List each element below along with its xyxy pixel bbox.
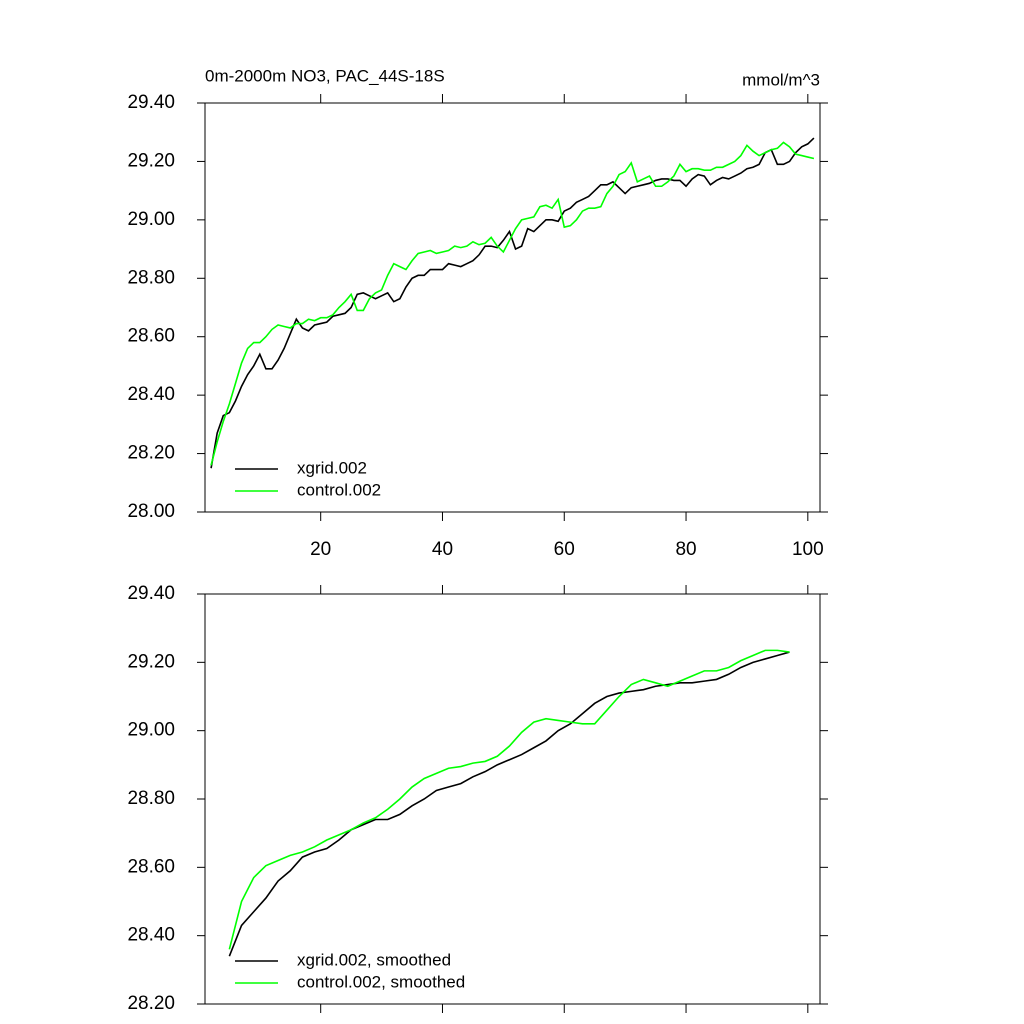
chart-title: 0m-2000m NO3, PAC_44S-18S: [205, 66, 445, 85]
units-label: mmol/m^3: [742, 70, 820, 89]
x-tick-label: 20: [310, 539, 331, 560]
y-tick-label: 28.40: [127, 925, 175, 946]
series-line: [228, 651, 790, 957]
series-line: [210, 137, 815, 469]
legend-label: control.002: [297, 480, 381, 499]
y-tick-label: 29.40: [127, 583, 175, 604]
y-tick-label: 28.60: [127, 856, 175, 877]
y-tick-label: 29.00: [127, 720, 175, 741]
legend-label: xgrid.002: [297, 458, 367, 477]
y-tick-label: 29.20: [127, 651, 175, 672]
y-tick-label: 29.40: [127, 92, 175, 113]
legend-label: xgrid.002, smoothed: [297, 950, 451, 969]
y-tick-label: 28.20: [127, 443, 175, 464]
y-tick-label: 28.80: [127, 788, 175, 809]
y-tick-label: 28.80: [127, 267, 175, 288]
plot-frame: [204, 593, 821, 1005]
y-tick-label: 28.20: [127, 993, 175, 1014]
y-tick-label: 29.20: [127, 150, 175, 171]
x-tick-label: 100: [792, 539, 824, 560]
x-tick-label: 60: [554, 539, 575, 560]
y-tick-label: 28.00: [127, 501, 175, 522]
x-tick-label: 40: [432, 539, 453, 560]
x-tick-label: 80: [675, 539, 696, 560]
series-line: [228, 649, 790, 950]
series-line: [210, 141, 815, 466]
y-tick-label: 28.40: [127, 384, 175, 405]
plot-frame: [204, 102, 821, 513]
y-tick-label: 28.60: [127, 326, 175, 347]
y-tick-label: 29.00: [127, 209, 175, 230]
legend-label: control.002, smoothed: [297, 972, 465, 991]
